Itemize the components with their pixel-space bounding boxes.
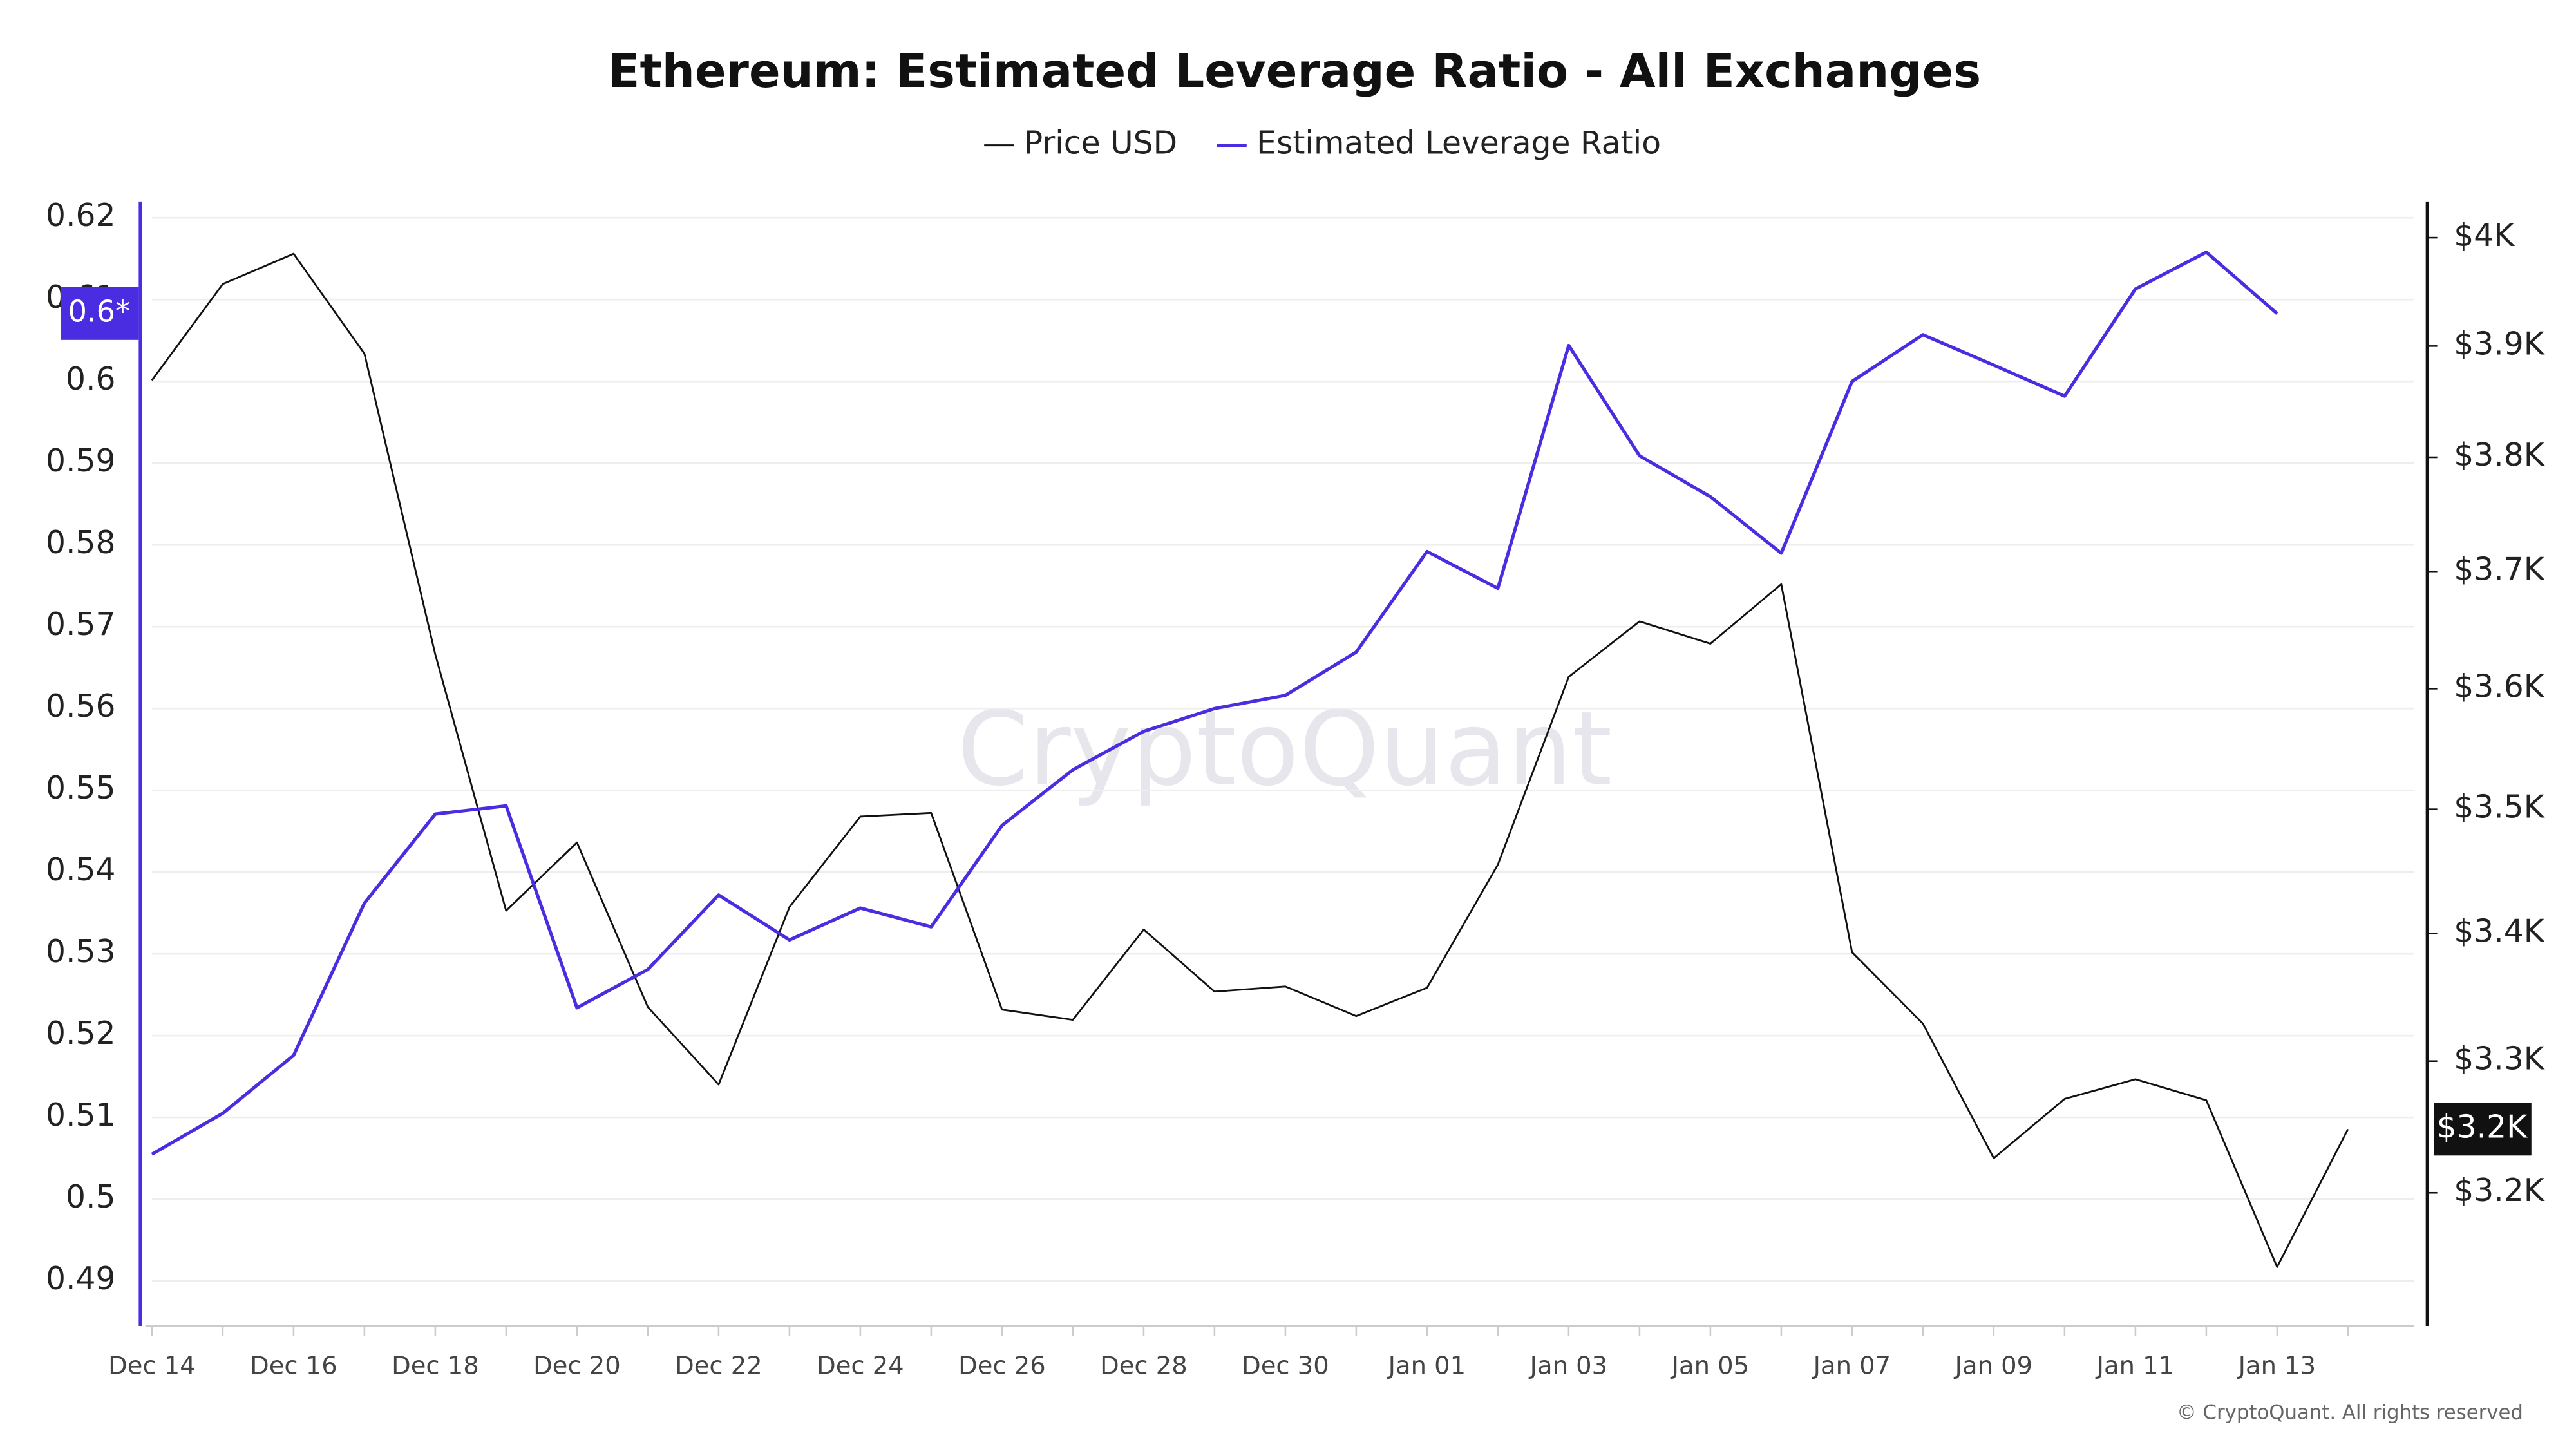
- y2-tick-label: $3.8K: [2454, 437, 2544, 473]
- x-tick-label: Dec 26: [958, 1352, 1046, 1381]
- y2-tick-label: $3.9K: [2454, 326, 2544, 362]
- x-tick-label: Jan 11: [2096, 1352, 2174, 1381]
- y-tick-label: 0.49: [46, 1261, 115, 1297]
- y-tick-label: 0.51: [46, 1097, 115, 1133]
- y-tick-label: 0.59: [46, 443, 115, 479]
- y-tick-label: 0.52: [46, 1016, 115, 1052]
- x-tick-label: Dec 30: [1242, 1352, 1329, 1381]
- x-tick-label: Dec 18: [392, 1352, 479, 1381]
- x-tick-label: Dec 28: [1100, 1352, 1188, 1381]
- x-tick-label: Jan 03: [1529, 1352, 1607, 1381]
- y2-tick-label: $3.6K: [2454, 668, 2544, 705]
- x-tick-label: Jan 05: [1671, 1352, 1749, 1381]
- x-tick-label: Jan 09: [1954, 1352, 2032, 1381]
- y-tick-label: 0.57: [46, 607, 115, 643]
- y2-tick-label: $3.5K: [2454, 790, 2544, 826]
- watermark: CryptoQuant: [957, 690, 1612, 809]
- series-line: [151, 252, 2349, 1268]
- x-tick-label: Jan 01: [1387, 1352, 1466, 1381]
- y-badge-label: 0.6*: [68, 294, 130, 328]
- plot: [151, 250, 2349, 1268]
- y-tick-label: 0.54: [46, 852, 115, 888]
- y2-tick-label: $3.7K: [2454, 551, 2544, 587]
- y2-tick-label: $3.4K: [2454, 913, 2544, 949]
- y-tick-label: 0.6: [66, 361, 115, 397]
- y-tick-label: 0.55: [46, 770, 115, 806]
- legend-label: Price USD: [1024, 126, 1177, 162]
- y-tick-label: 0.58: [46, 525, 115, 561]
- y2-tick-label: $3.2K: [2454, 1173, 2544, 1209]
- y2-badge-label: $3.2K: [2437, 1109, 2528, 1145]
- chart-title: Ethereum: Estimated Leverage Ratio - All…: [608, 44, 1981, 98]
- x-tick-label: Dec 24: [817, 1352, 904, 1381]
- y-tick-label: 0.53: [46, 934, 115, 970]
- x-tick-label: Jan 13: [2237, 1352, 2316, 1381]
- x-tick-label: Dec 20: [533, 1352, 621, 1381]
- y-badge: [61, 287, 139, 340]
- y-tick-label: 0.62: [46, 198, 115, 234]
- legend-label: Estimated Leverage Ratio: [1256, 126, 1661, 162]
- y2-tick-label: $3.3K: [2454, 1041, 2544, 1077]
- x-tick-label: Dec 22: [675, 1352, 762, 1381]
- x-tick-label: Dec 14: [108, 1352, 196, 1381]
- copyright: © CryptoQuant. All rights reserved: [2177, 1401, 2523, 1424]
- x-tick-label: Dec 16: [250, 1352, 337, 1381]
- y2-tick-label: $4K: [2454, 218, 2515, 254]
- x-tick-label: Jan 07: [1812, 1352, 1891, 1381]
- y-tick-label: 0.5: [66, 1179, 115, 1215]
- y2-badge: [2434, 1103, 2532, 1156]
- series-line: [151, 250, 2278, 1156]
- y-tick-label: 0.56: [46, 688, 115, 724]
